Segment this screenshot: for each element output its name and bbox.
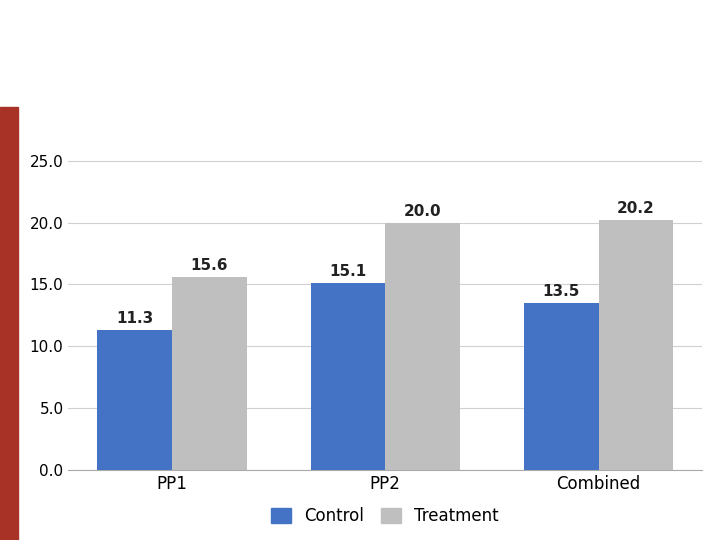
- Text: 20.2: 20.2: [617, 201, 654, 217]
- Bar: [172, 277, 246, 470]
- Text: 13.5: 13.5: [542, 284, 580, 299]
- Bar: [310, 283, 385, 470]
- Bar: [598, 220, 673, 470]
- Text: 20.0: 20.0: [404, 204, 441, 219]
- Text: Gains in School Readiness: Gains in School Readiness: [108, 37, 641, 71]
- Text: 15.6: 15.6: [191, 258, 228, 273]
- Bar: [97, 330, 172, 470]
- Text: 15.1: 15.1: [329, 265, 366, 280]
- Legend: Control, Treatment: Control, Treatment: [265, 501, 505, 532]
- Bar: [385, 222, 460, 470]
- Text: 11.3: 11.3: [116, 312, 153, 327]
- Bar: [524, 303, 598, 470]
